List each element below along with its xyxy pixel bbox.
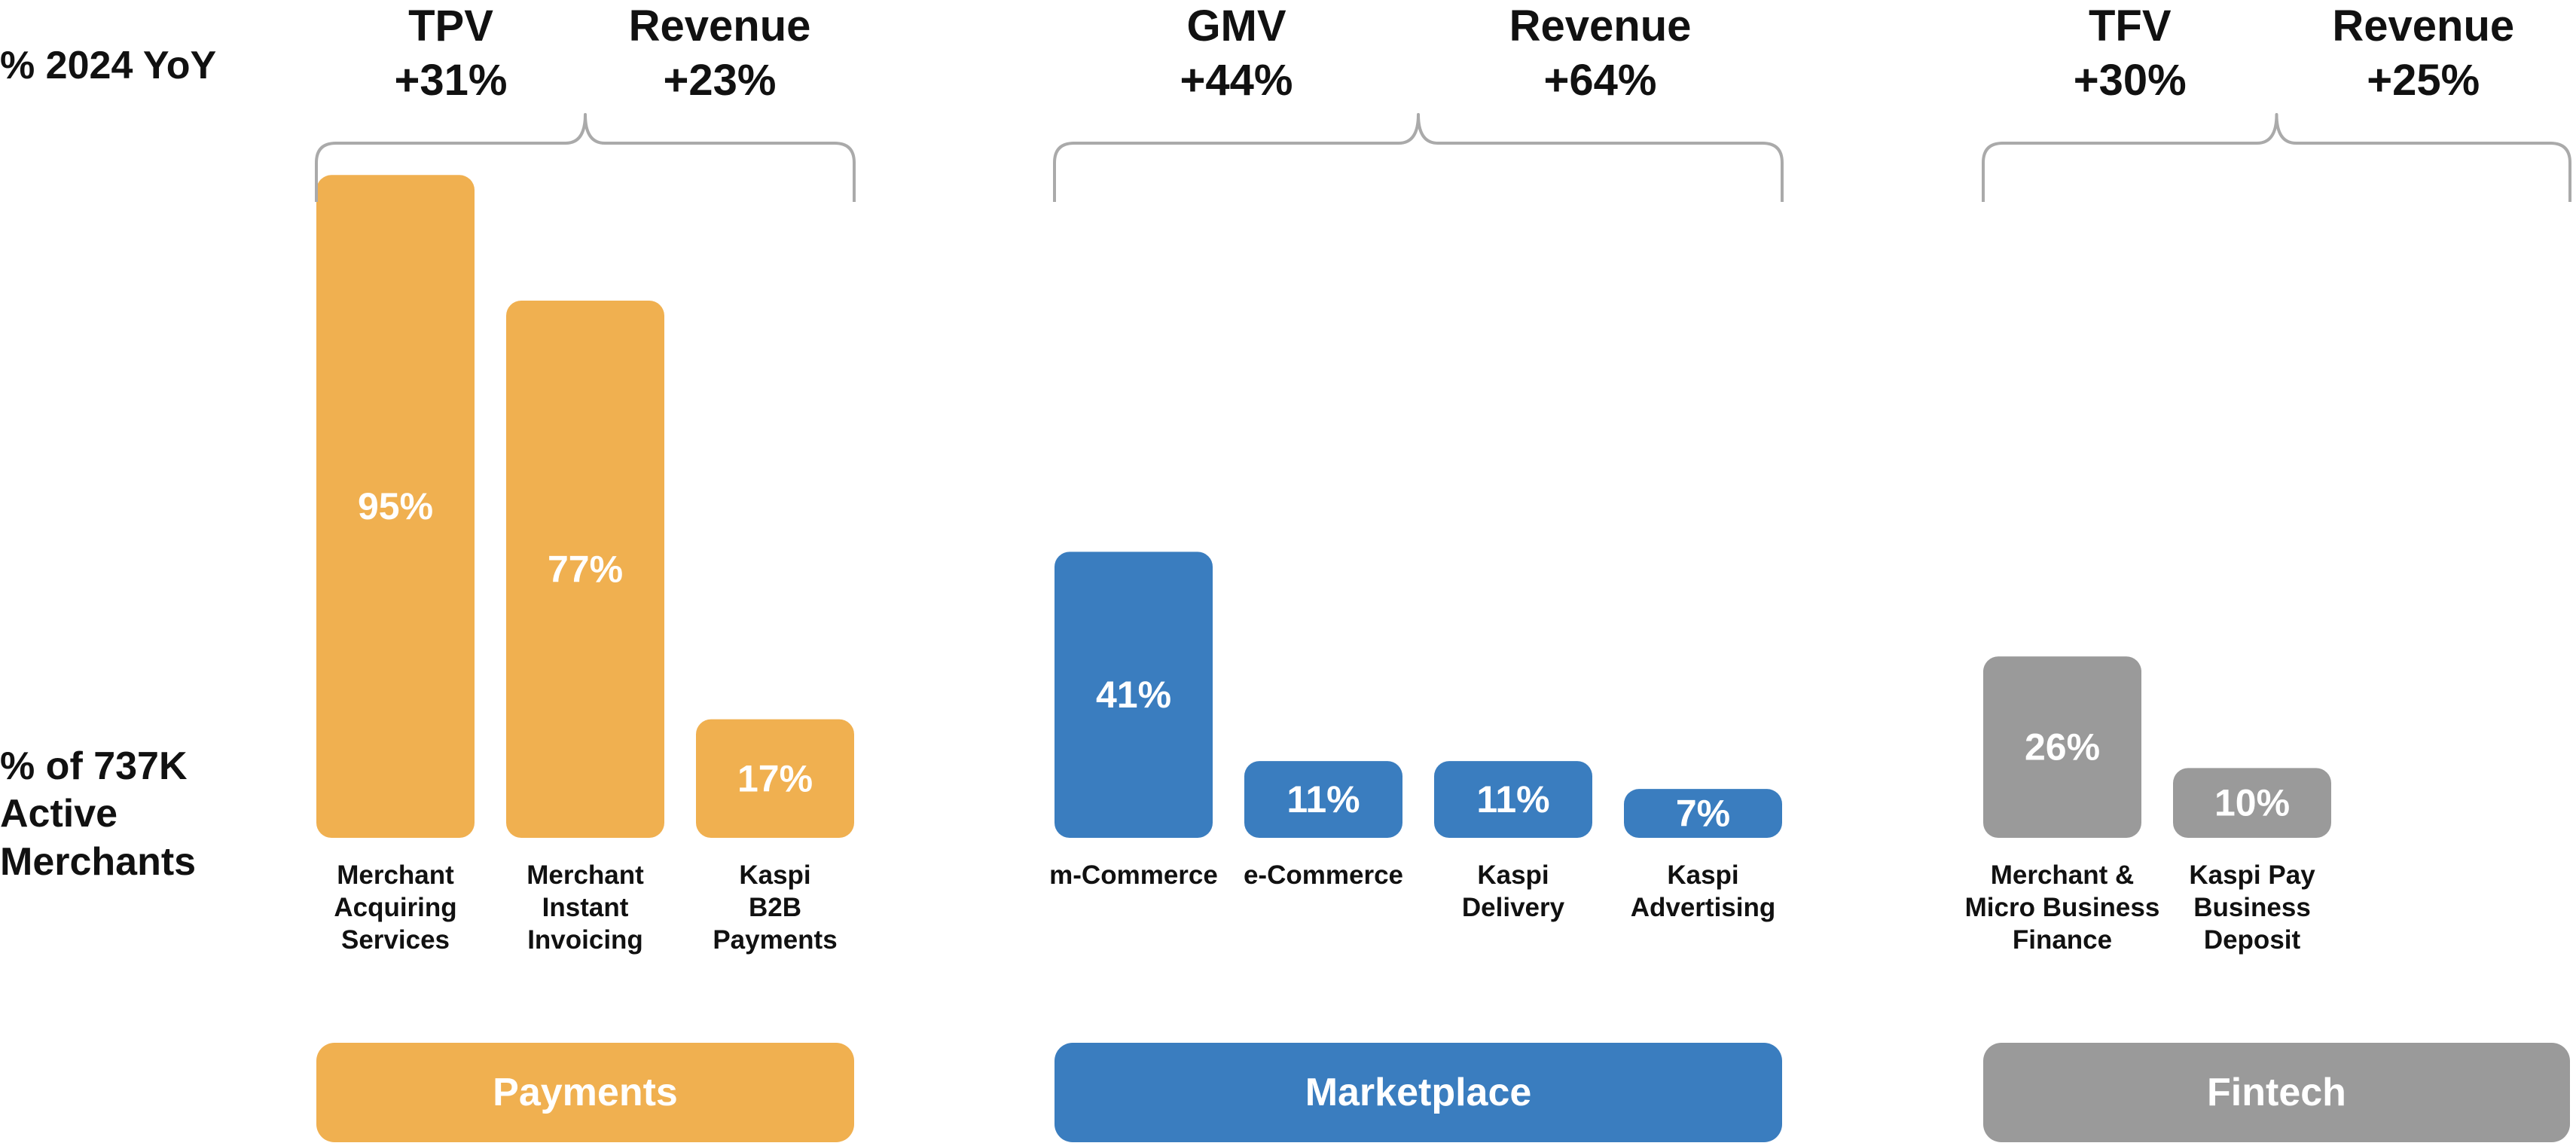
payments-metric-label-revenue: Revenue [629, 2, 811, 50]
marketplace-bracket [1053, 113, 1784, 202]
fintech-category-label: Kaspi Pay Business Deposit [2189, 860, 2315, 955]
marketplace-category-label: Kaspi Advertising [1631, 860, 1776, 922]
marketplace-bar-e-commerce [1244, 761, 1402, 838]
marketplace-bar-value-label: 11% [1286, 778, 1360, 821]
payments-bar-kaspi-b2b-payments [696, 719, 854, 838]
yoy-row-label: % 2024 YoY [0, 44, 217, 87]
marketplace-bar-kaspi-advertising [1624, 789, 1782, 838]
marketplace-metric-value-revenue: +64% [1544, 56, 1657, 105]
payments-category-label: Kaspi B2B Payments [713, 860, 837, 955]
fintech-metric-value-tfv: +30% [2074, 56, 2187, 105]
fintech-metric-label-tfv: TFV [2089, 2, 2172, 50]
marketplace-bar-value-label: 41% [1096, 674, 1171, 716]
payments-segment-label: Payments [493, 1071, 678, 1114]
payments-bar-merchant-instant-invoicing [506, 300, 664, 839]
marketplace-metric-label-gmv: GMV [1186, 2, 1286, 50]
marketplace-metric-label-revenue: Revenue [1509, 2, 1692, 50]
marketplace-bar-m-commerce [1055, 552, 1213, 838]
payments-bar-value-label: 95% [358, 485, 433, 527]
fintech-metric-label-revenue: Revenue [2332, 2, 2514, 50]
marketplace-category-label: e-Commerce [1244, 860, 1403, 890]
fintech-bar-merchant-micro-business-finance [1983, 656, 2141, 838]
payments-metric-value-revenue: +23% [664, 56, 777, 105]
marketplace-bar-value-label: 7% [1676, 793, 1730, 835]
marketplace-bar-kaspi-delivery [1434, 761, 1592, 838]
fintech-bar-kaspi-pay-business-deposit [2173, 768, 2331, 838]
fintech-segment-label: Fintech [2207, 1071, 2346, 1114]
fintech-bar-value-label: 26% [2025, 726, 2100, 769]
fintech-metric-value-revenue: +25% [2367, 56, 2480, 105]
payments-category-label: Merchant Instant Invoicing [526, 860, 644, 955]
payments-bar-value-label: 77% [548, 548, 623, 590]
payments-metric-value-tpv: +31% [395, 56, 508, 105]
payments-category-label: Merchant Acquiring Services [334, 860, 456, 955]
marketplace-category-label: m-Commerce [1049, 860, 1218, 890]
marketplace-bar-value-label: 11% [1476, 778, 1549, 821]
marketplace-segment-label: Marketplace [1305, 1071, 1532, 1114]
marketplace-metric-value-gmv: +44% [1180, 56, 1293, 105]
marketplace-category-label: Kaspi Delivery [1462, 860, 1565, 922]
payments-bar-value-label: 17% [737, 757, 813, 799]
fintech-bar-value-label: 10% [2214, 782, 2290, 824]
payments-bracket [315, 113, 856, 202]
fintech-segment-box [1983, 1043, 2570, 1142]
payments-segment-box [316, 1043, 854, 1142]
payments-metric-label-tpv: TPV [408, 2, 493, 50]
fintech-category-label: Merchant & Micro Business Finance [1965, 860, 2160, 955]
merchants-row-label: % of 737K Active Merchants [0, 744, 197, 884]
payments-bar-merchant-acquiring-services [316, 175, 475, 839]
fintech-bracket [1982, 113, 2571, 202]
marketplace-segment-box [1055, 1043, 1782, 1142]
